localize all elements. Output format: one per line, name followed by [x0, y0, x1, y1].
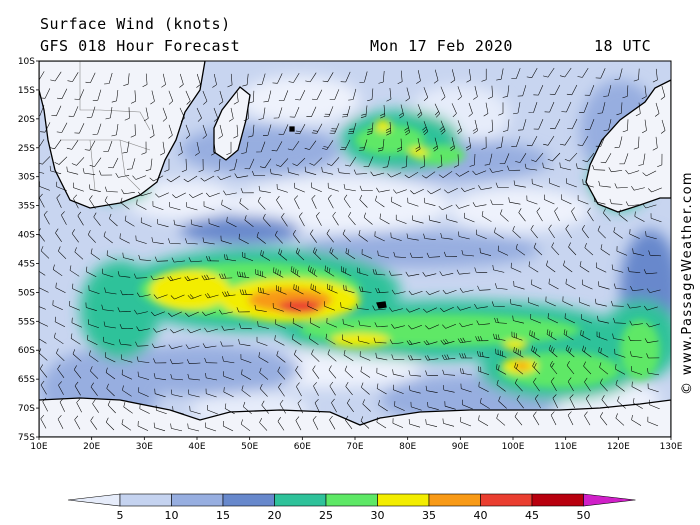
wind-barbs	[39, 67, 666, 432]
reunion-island	[289, 126, 295, 132]
colorbar-segment	[428, 493, 481, 507]
lon-label: 120E	[607, 442, 630, 452]
lon-label: 10E	[30, 442, 47, 452]
colorbar-label: 25	[319, 509, 333, 522]
lat-label: 45S	[18, 259, 35, 269]
colorbar-segment	[377, 493, 430, 507]
lat-label: 65S	[18, 375, 35, 385]
colorbar-segment	[222, 493, 275, 507]
colorbar-max-arrow	[583, 493, 636, 507]
colorbar-label: 40	[474, 509, 488, 522]
colorbar-label: 45	[525, 509, 539, 522]
colorbar-label: 30	[371, 509, 385, 522]
lon-label: 110E	[554, 442, 577, 452]
lat-label: 30S	[18, 173, 35, 183]
colorbar-min-arrow	[67, 493, 121, 507]
wind-speed-colorbar: 5 10 15 20 25 30 35 40 45 50	[67, 493, 636, 522]
forecast-time: 18 UTC	[594, 37, 652, 55]
lat-label: 35S	[18, 202, 35, 212]
longitude-axis: 10E 20E 30E 40E 50E 60E 70E 80E 90E 100E 110E 120E 1…	[30, 437, 683, 452]
colorbar-label: 50	[577, 509, 591, 522]
lon-label: 50E	[241, 442, 258, 452]
colorbar-segment	[119, 493, 172, 507]
lon-label: 100E	[502, 442, 525, 452]
lon-label: 90E	[452, 442, 469, 452]
colorbar-segment	[274, 493, 327, 507]
colorbar-segment	[480, 493, 533, 507]
colorbar-label: 15	[216, 509, 230, 522]
lon-label: 60E	[294, 442, 311, 452]
lat-label: 15S	[18, 86, 35, 96]
colorbar-label: 35	[422, 509, 436, 522]
lat-label: 25S	[18, 144, 35, 154]
colorbar-segment	[171, 493, 224, 507]
lon-label: 80E	[399, 442, 416, 452]
colorbar-segment	[531, 493, 584, 507]
map-title: Surface Wind (knots)	[40, 15, 231, 33]
australia	[585, 79, 671, 213]
lat-label: 60S	[18, 346, 35, 356]
lon-label: 20E	[83, 442, 100, 452]
lat-label: 70S	[18, 404, 35, 414]
lon-label: 130E	[660, 442, 683, 452]
forecast-date: Mon 17 Feb 2020	[370, 37, 513, 55]
forecast-label: GFS 018 Hour Forecast	[40, 37, 241, 55]
lat-label: 50S	[18, 288, 35, 298]
wind-barb-set	[39, 67, 666, 432]
colorbar-label: 10	[165, 509, 179, 522]
lat-label: 10S	[18, 57, 35, 67]
country-borders	[60, 61, 151, 191]
lat-label: 20S	[18, 115, 35, 125]
lat-label: 40S	[18, 231, 35, 241]
lat-label: 55S	[18, 317, 35, 327]
kerguelen-island	[376, 301, 387, 309]
lon-label: 40E	[188, 442, 205, 452]
lat-label: 75S	[18, 433, 35, 443]
lon-label: 70E	[346, 442, 363, 452]
colorbar-segment	[325, 493, 378, 507]
lon-label: 30E	[136, 442, 153, 452]
latitude-axis: 10S 15S 20S 25S 30S 35S 40S 45S 50S 55S 60S 65S 70S 7…	[18, 57, 39, 443]
antarctica	[39, 397, 671, 437]
colorbar-label: 20	[268, 509, 282, 522]
colorbar-label: 5	[117, 509, 124, 522]
